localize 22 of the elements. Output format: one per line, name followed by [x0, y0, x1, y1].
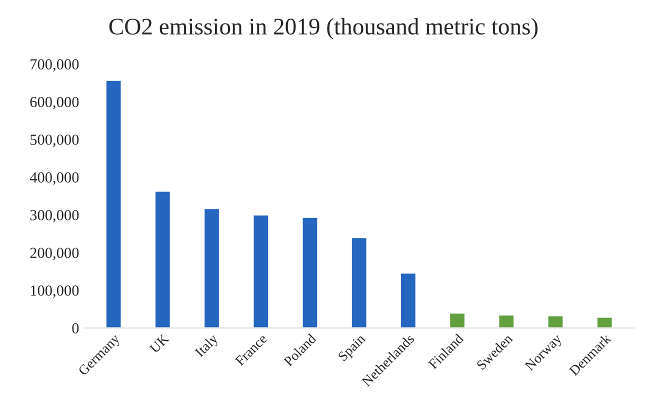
bar — [400, 272, 417, 328]
y-tick-label: 0 — [72, 323, 79, 334]
x-tick-label: UK — [149, 333, 170, 354]
x-tick-label: Italy — [194, 332, 221, 360]
y-tick-label: 400,000 — [30, 172, 79, 185]
bar — [301, 216, 319, 328]
bar — [154, 190, 172, 328]
chart-title: CO2 emission in 2019 (thousand metric tons) — [109, 18, 538, 40]
bar — [105, 80, 122, 328]
y-tick-label: 600,000 — [30, 96, 79, 110]
y-tick-label: 200,000 — [30, 248, 79, 260]
bar — [350, 236, 368, 328]
bar — [252, 214, 270, 328]
y-tick-label: 100,000 — [30, 285, 79, 298]
bar — [546, 314, 564, 328]
bar — [203, 208, 220, 328]
bar — [498, 314, 515, 328]
y-tick-label: 700,000 — [30, 59, 79, 72]
bar — [596, 316, 614, 328]
y-tick-label: 300,000 — [30, 210, 79, 223]
y-tick-label: 500,000 — [30, 134, 79, 148]
bar — [448, 312, 466, 328]
